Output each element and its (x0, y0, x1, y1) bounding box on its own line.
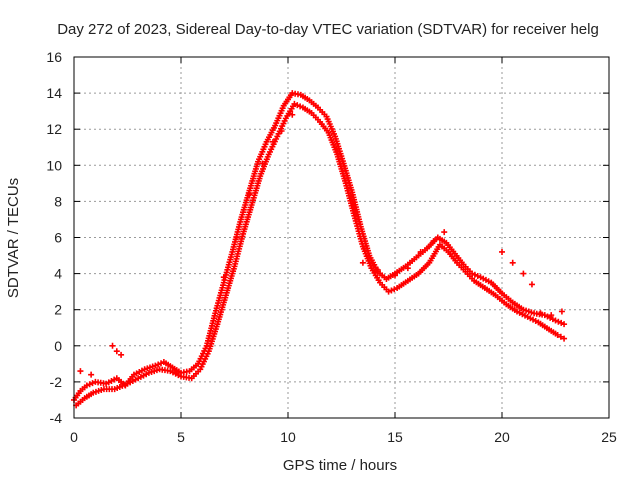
data-point-fragments (520, 270, 527, 277)
x-tick-label: 20 (494, 429, 510, 445)
x-tick-label: 25 (601, 429, 617, 445)
y-tick-label: 12 (46, 121, 62, 137)
data-point-fragments (289, 111, 296, 118)
data-point-fragments (430, 238, 437, 245)
grid-lines (74, 57, 609, 418)
x-tick-label: 0 (70, 429, 78, 445)
data-point-fragments (220, 274, 227, 281)
x-tick-label: 15 (387, 429, 403, 445)
data-point-fragments (233, 234, 240, 241)
data-points (71, 90, 568, 409)
y-tick-label: 8 (54, 193, 62, 209)
data-point-fragments (558, 308, 565, 315)
data-point-fragments (374, 266, 381, 273)
data-point-track-b (561, 335, 568, 342)
data-point-fragments (278, 128, 285, 135)
x-tick-label: 10 (280, 429, 296, 445)
data-point-fragments (509, 259, 516, 266)
data-point-track-b (557, 333, 564, 340)
y-tick-label: 0 (54, 338, 62, 354)
y-tick-label: 2 (54, 302, 62, 318)
data-point-fragments (77, 368, 84, 375)
data-point-fragments (537, 310, 544, 317)
y-tick-label: 16 (46, 49, 62, 65)
y-tick-label: 10 (46, 157, 62, 173)
y-tick-label: 14 (46, 85, 62, 101)
y-tick-label: 4 (54, 266, 62, 282)
data-point-fragments (392, 272, 398, 279)
data-point-fragments (499, 248, 505, 255)
y-tick-label: -4 (50, 410, 63, 426)
data-point-track-b (554, 331, 561, 338)
chart-title: Day 272 of 2023, Sidereal Day-to-day VTE… (57, 21, 599, 38)
data-point-fragments (113, 348, 120, 355)
data-point-fragments (259, 160, 266, 167)
y-axis-label: SDTVAR / TECUs (5, 178, 22, 298)
data-point-fragments (109, 342, 116, 349)
data-point-fragments (548, 312, 555, 319)
data-point-track-a (561, 321, 568, 328)
data-point-fragments (118, 351, 125, 358)
axis-ticks: 0 5 10 15 20 25 -4 -2 0 2 4 6 8 10 12 14 16 (46, 49, 617, 445)
y-tick-label: 6 (54, 230, 62, 246)
data-point-fragments (246, 191, 253, 198)
y-tick-label: -2 (50, 374, 63, 390)
x-axis-label: GPS time / hours (283, 457, 397, 474)
x-tick-label: 5 (177, 429, 185, 445)
data-point-fragments (441, 229, 448, 236)
data-point-fragments (359, 259, 366, 266)
data-point-fragments (88, 371, 95, 378)
data-point-fragments (528, 281, 535, 288)
data-point-fragments (417, 248, 424, 255)
data-point-fragments (404, 265, 411, 272)
data-point-fragments (270, 138, 277, 145)
